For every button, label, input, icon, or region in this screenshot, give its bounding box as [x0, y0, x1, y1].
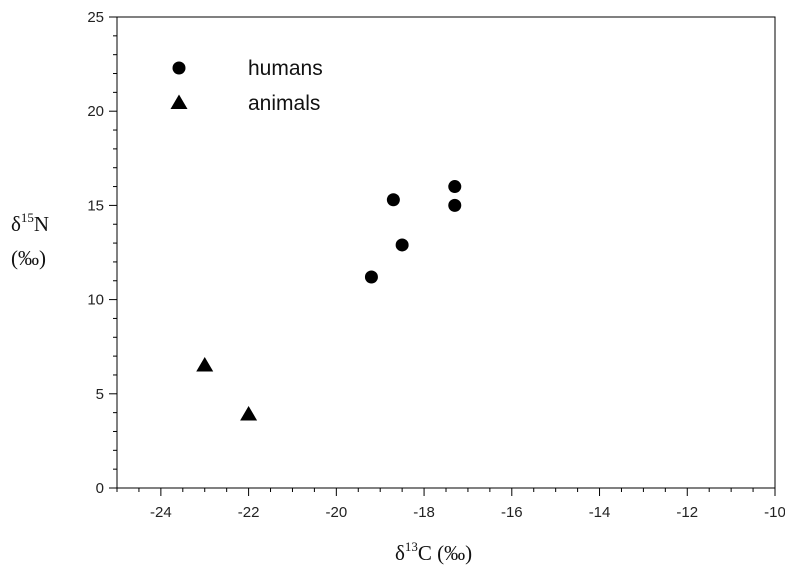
y-tick-label: 0 — [96, 480, 104, 497]
animals-point — [240, 406, 258, 421]
x-axis-title-rest: C (‰) — [418, 541, 472, 565]
plot-frame — [116, 16, 776, 489]
y-axis-title-prefix: δ — [11, 212, 21, 236]
y-tick-label: 10 — [87, 292, 104, 309]
legend-animals-marker — [170, 94, 188, 109]
x-axis-title: δ13C (‰) — [395, 539, 472, 565]
legend: humans animals — [170, 57, 323, 115]
x-tick-label: -18 — [413, 504, 435, 521]
humans-point — [448, 180, 462, 194]
x-tick-label: -22 — [238, 504, 260, 521]
humans-point — [364, 270, 378, 284]
x-axis-title-superscript: 13 — [405, 539, 418, 554]
x-tick-label: -24 — [150, 504, 172, 521]
x-tick-label: -20 — [325, 504, 347, 521]
y-axis-unit: (‰) — [11, 246, 46, 270]
x-tick-label: -10 — [764, 504, 785, 521]
y-axis-title-rest: N — [34, 212, 49, 236]
x-axis: -24 -22 -20 -18 -16 -14 -12 -10 — [116, 488, 785, 521]
y-axis: 0 5 10 15 20 25 — [87, 9, 117, 497]
x-tick-label: -12 — [676, 504, 698, 521]
x-tick-label: -14 — [589, 504, 611, 521]
y-tick-label: 15 — [87, 197, 104, 214]
humans-point — [395, 238, 409, 252]
y-tick-label: 25 — [87, 9, 104, 26]
animals-point — [196, 357, 214, 372]
data-points — [196, 180, 462, 421]
x-axis-title-prefix: δ — [395, 541, 405, 565]
legend-humans-label: humans — [248, 57, 323, 80]
x-tick-label: -16 — [501, 504, 523, 521]
plot-border — [116, 16, 776, 489]
legend-humans-marker — [172, 61, 186, 75]
y-tick-label: 20 — [87, 103, 104, 120]
y-tick-label: 5 — [96, 386, 104, 403]
y-axis-title-superscript: 15 — [21, 210, 34, 225]
legend-animals-label: animals — [248, 92, 320, 115]
humans-point — [448, 198, 462, 212]
humans-point — [386, 193, 400, 207]
y-axis-title: δ15N — [11, 210, 49, 236]
